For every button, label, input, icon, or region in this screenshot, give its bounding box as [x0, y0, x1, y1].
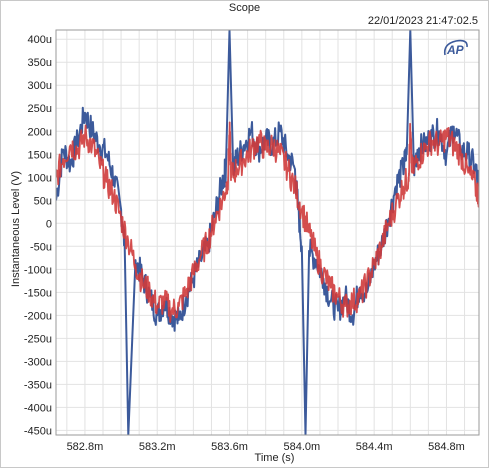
ap-logo-icon: AP — [443, 39, 468, 57]
x-axis-label: Time (s) — [254, 452, 295, 464]
plot-border — [55, 29, 480, 436]
y-tick-label: -300u — [24, 356, 52, 368]
y-tick-label: -50u — [30, 241, 52, 253]
y-tick-label: -350u — [24, 379, 52, 391]
y-tick-label: 100u — [28, 172, 52, 184]
trace-red — [56, 121, 479, 323]
x-tick-label: 584.4m — [356, 441, 393, 453]
y-tick-label: 50u — [34, 195, 52, 207]
y-tick-label: 250u — [28, 103, 52, 115]
y-tick-label: -150u — [24, 287, 52, 299]
y-tick-label: -250u — [24, 333, 52, 345]
logo-text: AP — [446, 43, 465, 57]
y-tick-label: 400u — [28, 34, 52, 46]
plot-grid — [56, 30, 479, 435]
traces — [56, 30, 479, 435]
x-tick-label: 582.8m — [67, 441, 104, 453]
axis-ticks: 400u 350u 300u 250u 200u 150u 100u 50u 0 -50u -100… — [24, 34, 465, 453]
timestamp: 22/01/2023 21:47:02.5 — [367, 15, 478, 27]
y-tick-label: 150u — [28, 149, 52, 161]
x-tick-label: 583.6m — [211, 441, 248, 453]
y-tick-label: 200u — [28, 126, 52, 138]
y-tick-label: 0 — [46, 218, 52, 230]
plot-background — [56, 30, 479, 435]
x-tick-label: 584.8m — [428, 441, 465, 453]
y-tick-label: -100u — [24, 264, 52, 276]
y-tick-label: -200u — [24, 310, 52, 322]
y-axis-label: Instantaneous Level (V) — [10, 170, 22, 288]
x-tick-label: 583.2m — [139, 441, 176, 453]
y-tick-label: 350u — [28, 57, 52, 69]
y-tick-label: 300u — [28, 80, 52, 92]
x-tick-label: 584.0m — [283, 441, 320, 453]
chart-title: Scope — [228, 2, 261, 14]
y-tick-label: -400u — [24, 402, 52, 414]
y-tick-label: -450u — [24, 425, 52, 437]
